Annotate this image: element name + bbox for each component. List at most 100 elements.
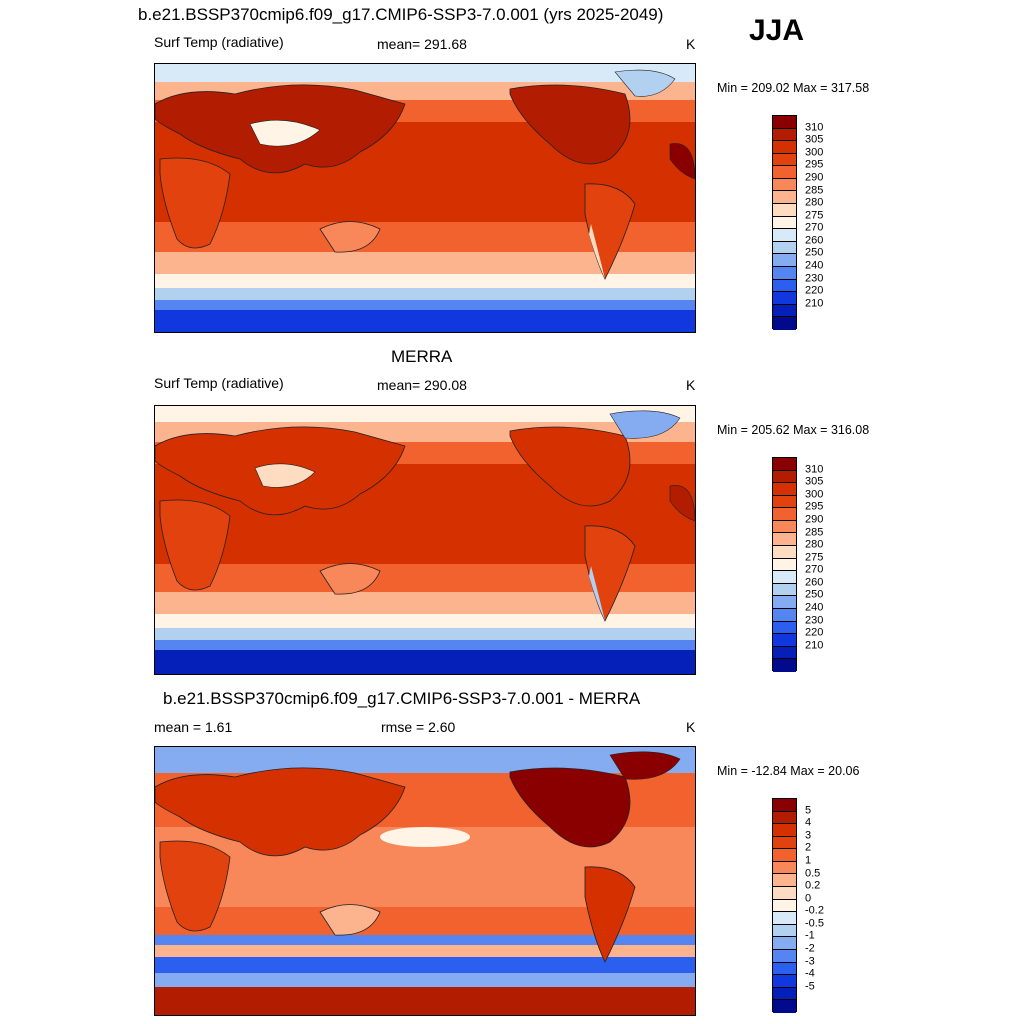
- colorbar-swatch: [773, 962, 796, 976]
- colorbar-swatch: [773, 824, 796, 837]
- colorbar-tick-label: 220: [805, 284, 824, 297]
- panel-1-mean-label: mean= 291.68: [377, 36, 467, 52]
- zone-south-pale: [155, 614, 695, 628]
- diff-south-band-3: [155, 957, 695, 973]
- colorbar-swatch: [773, 987, 796, 1001]
- panel-3-colorbar: [772, 798, 797, 1013]
- zone-antarctic-edge: [155, 300, 695, 310]
- colorbar-swatch: [773, 470, 796, 484]
- panel-2-variable-label: Surf Temp (radiative): [154, 375, 284, 391]
- land-north-america: [509, 84, 631, 165]
- colorbar-tick-label: 295: [805, 158, 824, 171]
- colorbar-swatch: [773, 266, 796, 280]
- colorbar-tick-label: -4: [805, 967, 815, 980]
- colorbar-tick-label: -0.2: [805, 904, 824, 917]
- diff-antarctic-warm: [155, 987, 695, 1015]
- colorbar-tick-label: 0: [805, 892, 812, 905]
- colorbar-tick-label: 280: [805, 196, 824, 209]
- colorbar-tick-label: 305: [805, 475, 824, 488]
- colorbar-tick-label: 250: [805, 588, 824, 601]
- colorbar-tick-label: 290: [805, 171, 824, 184]
- land-australia: [319, 221, 381, 253]
- land-greenland: [609, 751, 681, 780]
- colorbar-tick-label: 2: [805, 841, 812, 854]
- colorbar-tick-label: 300: [805, 146, 824, 159]
- land-africa: [159, 840, 231, 932]
- colorbar-swatch: [773, 937, 796, 950]
- colorbar-swatch: [773, 279, 796, 293]
- colorbar-tick-label: 5: [805, 804, 812, 817]
- colorbar-tick-label: 300: [805, 488, 824, 501]
- land-tibet: [249, 119, 321, 147]
- colorbar-swatch: [773, 254, 796, 267]
- colorbar-tick-label: 0.2: [805, 879, 821, 892]
- panel-3-mean-label: mean = 1.61: [154, 719, 233, 735]
- zone-antarctica: [155, 650, 695, 674]
- colorbar-tick-label: 275: [805, 209, 824, 222]
- colorbar-tick-label: 280: [805, 538, 824, 551]
- colorbar-tick-label: 3: [805, 829, 812, 842]
- zone-south-cool: [155, 592, 695, 614]
- land-andes: [589, 224, 605, 279]
- land-africa: [159, 499, 231, 591]
- colorbar-tick-label: 285: [805, 526, 824, 539]
- land-tibet: [254, 463, 316, 488]
- colorbar-tick-label: 260: [805, 576, 824, 589]
- colorbar-swatch: [773, 596, 796, 609]
- land-australia: [319, 904, 381, 936]
- colorbar-swatch: [773, 899, 796, 913]
- zone-south-pale: [155, 274, 695, 288]
- zone-antarctica: [155, 310, 695, 332]
- colorbar-tick-label: 290: [805, 513, 824, 526]
- colorbar-swatch: [773, 887, 796, 900]
- panel-2-units-label: K: [686, 377, 696, 393]
- colorbar-swatch: [773, 546, 796, 559]
- land-andes: [589, 566, 605, 621]
- colorbar-swatch: [773, 799, 796, 812]
- panel-1-colorbar: [772, 115, 797, 330]
- panel-1-title: b.e21.BSSP370cmip6.f09_g17.CMIP6-SSP3-7.…: [138, 5, 664, 24]
- colorbar-swatch: [773, 178, 796, 192]
- land-greenland: [609, 410, 681, 439]
- colorbar-swatch: [773, 849, 796, 862]
- colorbar-swatch: [773, 191, 796, 205]
- colorbar-swatch: [773, 912, 796, 925]
- colorbar-tick-label: -2: [805, 942, 815, 955]
- colorbar-swatch: [773, 608, 796, 622]
- panel-2-mean-label: mean= 290.08: [377, 377, 467, 393]
- panel-1-variable-label: Surf Temp (radiative): [154, 34, 284, 50]
- diff-arctic-band: [155, 747, 695, 773]
- colorbar-swatch: [773, 483, 796, 496]
- colorbar-tick-label: 250: [805, 246, 824, 259]
- colorbar-swatch: [773, 571, 796, 584]
- colorbar-swatch: [773, 659, 796, 672]
- colorbar-tick-label: 270: [805, 221, 824, 234]
- colorbar-swatch: [773, 204, 796, 217]
- panel-1-minmax-label: Min = 209.02 Max = 317.58: [717, 81, 870, 95]
- colorbar-tick-label: 285: [805, 184, 824, 197]
- diff-south-band-2: [155, 945, 695, 957]
- panel-3-title: b.e21.BSSP370cmip6.f09_g17.CMIP6-SSP3-7.…: [163, 689, 641, 708]
- colorbar-swatch: [773, 241, 796, 255]
- colorbar-swatch: [773, 836, 796, 850]
- colorbar-tick-label: 1: [805, 854, 812, 867]
- colorbar-swatch: [773, 634, 796, 647]
- land-north-america: [509, 767, 631, 848]
- colorbar-swatch: [773, 166, 796, 179]
- colorbar-tick-label: 260: [805, 234, 824, 247]
- colorbar-swatch: [773, 861, 796, 875]
- colorbar-tick-label: 230: [805, 614, 824, 627]
- colorbar-swatch: [773, 292, 796, 305]
- colorbar-swatch: [773, 141, 796, 154]
- colorbar-tick-label: 305: [805, 133, 824, 146]
- colorbar-swatch: [773, 128, 796, 142]
- land-greenland: [614, 69, 676, 97]
- colorbar-swatch: [773, 1000, 796, 1013]
- colorbar-swatch: [773, 811, 796, 825]
- colorbar-swatch: [773, 116, 796, 129]
- colorbar-swatch: [773, 520, 796, 534]
- colorbar-swatch: [773, 229, 796, 242]
- panel-1-units-label: K: [686, 36, 696, 52]
- colorbar-swatch: [773, 621, 796, 635]
- colorbar-swatch: [773, 924, 796, 938]
